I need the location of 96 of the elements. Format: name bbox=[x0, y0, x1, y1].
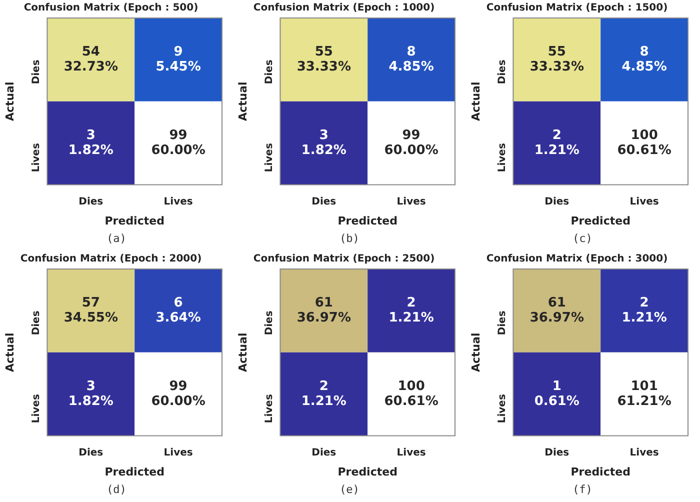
chart-title: Confusion Matrix (Epoch : 2000) bbox=[20, 254, 202, 265]
data-label: 3 bbox=[86, 128, 96, 143]
data-label: 54 bbox=[82, 44, 100, 60]
x-tick-label: Lives bbox=[396, 196, 426, 208]
x-tick-label: Dies bbox=[312, 196, 336, 208]
x-axis-title: Predicted bbox=[338, 214, 398, 228]
y-axis-title: Actual bbox=[469, 82, 482, 122]
y-axis-title: Actual bbox=[236, 332, 250, 372]
data-label: 8 bbox=[640, 44, 649, 60]
y-tick-label: Dies bbox=[496, 60, 508, 84]
y-tick-label: Dies bbox=[496, 310, 508, 336]
data-label: 2 bbox=[319, 378, 328, 394]
data-label: 61 bbox=[548, 296, 566, 311]
x-axis-title: Predicted bbox=[104, 214, 164, 228]
y-axis-title: Actual bbox=[3, 332, 16, 372]
annotation: 4.85% bbox=[388, 60, 434, 75]
data-label: 55 bbox=[548, 44, 566, 60]
data-label: 55 bbox=[314, 44, 333, 60]
data-label: 100 bbox=[398, 378, 425, 394]
y-axis-title: Actual bbox=[3, 82, 16, 122]
data-label: 8 bbox=[406, 44, 416, 60]
data-label: 2 bbox=[640, 296, 649, 311]
annotation: 1.82% bbox=[68, 394, 114, 409]
annotation: 1.21% bbox=[534, 142, 580, 158]
text: (c) bbox=[572, 232, 594, 245]
text: (f) bbox=[572, 483, 594, 496]
annotation: 60.00% bbox=[151, 394, 206, 409]
chart-title: Confusion Matrix (Epoch : 1500) bbox=[486, 2, 668, 14]
x-tick-label: Lives bbox=[630, 196, 659, 208]
annotation: 60.61% bbox=[384, 394, 438, 409]
annotation: 32.73% bbox=[64, 60, 118, 75]
annotation: 36.97% bbox=[530, 310, 584, 326]
chart-title: Confusion Matrix (Epoch : 2500) bbox=[253, 254, 435, 265]
text: (a) bbox=[106, 232, 128, 245]
annotation: 5.45% bbox=[156, 60, 201, 75]
x-tick-label: Lives bbox=[164, 447, 193, 458]
x-axis-title: Predicted bbox=[570, 465, 630, 478]
data-label: 3 bbox=[86, 378, 96, 394]
annotation: 1.21% bbox=[301, 394, 346, 409]
data-label: 2 bbox=[552, 128, 562, 143]
annotation: 1.21% bbox=[388, 310, 434, 326]
annotation: 1.21% bbox=[622, 310, 667, 326]
data-label: 2 bbox=[406, 296, 416, 311]
annotation: 61.21% bbox=[617, 394, 672, 409]
x-axis-title: Predicted bbox=[570, 214, 630, 228]
data-label: 100 bbox=[630, 128, 658, 143]
y-tick-label: Lives bbox=[264, 143, 275, 172]
data-label: 57 bbox=[82, 296, 100, 311]
annotation: 33.33% bbox=[530, 60, 584, 75]
x-tick-label: Dies bbox=[78, 447, 104, 458]
x-tick-label: Lives bbox=[630, 447, 659, 458]
y-tick-label: Lives bbox=[30, 143, 42, 172]
data-label: 3 bbox=[319, 128, 328, 143]
chart-title: Confusion Matrix (Epoch : 3000) bbox=[486, 254, 668, 265]
data-label: 101 bbox=[630, 378, 658, 394]
chart-title: Confusion Matrix (Epoch : 1000) bbox=[253, 2, 435, 14]
x-tick-label: Dies bbox=[78, 196, 104, 208]
y-tick-label: Dies bbox=[30, 310, 42, 336]
annotation: 4.85% bbox=[622, 60, 667, 75]
data-label: 99 bbox=[169, 378, 188, 394]
chart-title: Confusion Matrix (Epoch : 500) bbox=[24, 2, 198, 14]
y-tick-label: Dies bbox=[264, 310, 275, 336]
y-tick-label: Lives bbox=[30, 394, 42, 424]
annotation: 1.82% bbox=[301, 142, 346, 158]
data-label: 99 bbox=[402, 128, 420, 143]
x-tick-label: Dies bbox=[312, 447, 336, 458]
y-tick-label: Lives bbox=[496, 394, 508, 424]
y-tick-label: Dies bbox=[264, 60, 275, 84]
y-tick-label: Dies bbox=[30, 60, 42, 84]
annotation: 33.33% bbox=[296, 60, 351, 75]
annotation: 36.97% bbox=[296, 310, 351, 326]
text: (d) bbox=[106, 483, 128, 496]
annotation: 60.61% bbox=[617, 142, 672, 158]
annotation: 1.82% bbox=[68, 142, 114, 158]
data-label: 6 bbox=[174, 296, 183, 311]
y-tick-label: Lives bbox=[496, 143, 508, 172]
data-label: 99 bbox=[169, 128, 188, 143]
y-tick-label: Lives bbox=[264, 394, 275, 424]
text: (b) bbox=[338, 232, 360, 245]
y-axis-title: Actual bbox=[469, 332, 482, 372]
x-axis-title: Predicted bbox=[338, 465, 398, 478]
data-label: 1 bbox=[552, 378, 562, 394]
data-label: 61 bbox=[314, 296, 333, 311]
x-tick-label: Lives bbox=[164, 196, 193, 208]
annotation: 60.00% bbox=[384, 142, 438, 158]
x-tick-label: Dies bbox=[544, 196, 570, 208]
annotation: 3.64% bbox=[156, 310, 201, 326]
x-tick-label: Lives bbox=[396, 447, 426, 458]
text: (e) bbox=[338, 483, 360, 496]
annotation: 34.55% bbox=[64, 310, 118, 326]
annotation: 0.61% bbox=[534, 394, 580, 409]
annotation: 60.00% bbox=[151, 142, 206, 158]
data-label: 9 bbox=[174, 44, 183, 60]
y-axis-title: Actual bbox=[236, 82, 250, 122]
x-tick-label: Dies bbox=[544, 447, 570, 458]
x-axis-title: Predicted bbox=[104, 465, 164, 478]
